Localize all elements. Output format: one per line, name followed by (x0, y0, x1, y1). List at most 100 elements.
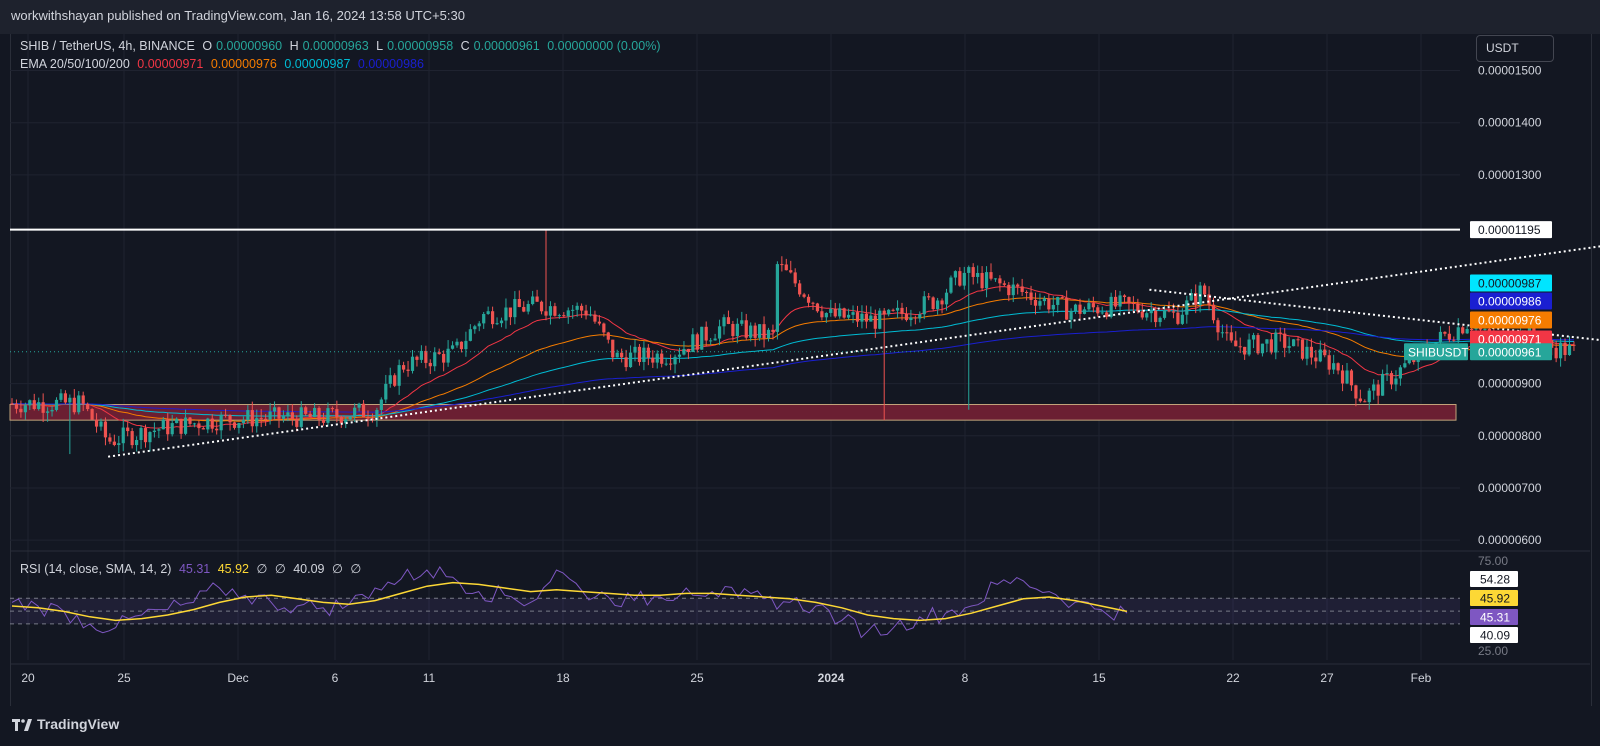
candle-body (1443, 331, 1447, 334)
candle-body (50, 409, 54, 412)
candle-body (419, 350, 423, 360)
tradingview-brand: TradingView (37, 716, 120, 732)
candle-body (526, 304, 530, 312)
candle-body (1158, 317, 1162, 323)
candle-body (1269, 339, 1273, 353)
candle-body (1056, 297, 1060, 305)
candle-body (1456, 327, 1460, 341)
candle-body (1394, 378, 1398, 385)
candle-body (1305, 346, 1309, 359)
candle-body (722, 317, 726, 327)
candle-body (1283, 333, 1287, 348)
candle-body (81, 395, 85, 404)
candle-body (895, 307, 900, 311)
candle-body (887, 309, 891, 315)
candle-body (1185, 300, 1189, 315)
candle-body (620, 352, 624, 358)
candle-body (1243, 346, 1247, 355)
time-tick-label: 8 (962, 671, 969, 685)
candle-body (735, 323, 739, 337)
candle-body (1345, 370, 1349, 384)
candle-body (366, 417, 370, 419)
candle-body (410, 356, 415, 371)
rsi-value-tag (1470, 609, 1518, 625)
candle-body (958, 271, 962, 286)
candle-body (1171, 311, 1176, 313)
candle-body (1078, 304, 1082, 314)
candle-body (1091, 303, 1095, 308)
ema-legend: EMA 20/50/100/200 0.00000971 0.00000976 … (20, 57, 428, 71)
open-label: O (202, 39, 213, 53)
price-tick-label: 0.00001400 (1478, 116, 1542, 130)
candle-body (1007, 284, 1011, 296)
candle-body (459, 341, 464, 350)
candle-body (655, 353, 659, 363)
candle-body (1131, 302, 1135, 304)
candle-body (32, 400, 36, 409)
tradingview-logo[interactable]: TradingView (12, 716, 119, 732)
candle-body (1051, 304, 1055, 310)
candle-body (499, 320, 504, 324)
rsi-value-tag-text: 45.31 (1480, 611, 1510, 625)
high-value: 0.00000963 (302, 39, 369, 53)
candle-body (695, 334, 699, 350)
candle-body (664, 363, 668, 365)
candle-body (1145, 313, 1149, 318)
candle-body (103, 421, 108, 438)
candle-body (686, 348, 690, 353)
high-label: H (289, 39, 299, 53)
candle-body (789, 270, 793, 273)
candle-body (46, 411, 50, 413)
candle-body (353, 407, 357, 417)
candle-body (68, 397, 72, 403)
low-value: 0.00000958 (387, 39, 454, 53)
price-tick-label: 0.00001500 (1478, 64, 1542, 78)
ema50-value: 0.00000976 (210, 57, 277, 71)
candle-body (1016, 284, 1020, 287)
candle-body (606, 332, 610, 340)
symbol-tag-label: SHIBUSDT (1408, 345, 1469, 359)
candle-body (143, 428, 148, 443)
candle-body (393, 375, 397, 386)
candle-body (1314, 357, 1318, 362)
candle-body (433, 352, 437, 367)
rsi-label: RSI (14, close, SMA, 14, 2) (20, 562, 172, 576)
candle-body (161, 419, 165, 430)
candle-body (1029, 292, 1033, 300)
drawing-lines (10, 228, 1600, 458)
candle-body (86, 403, 90, 410)
rsi-pane: 75.00 25.00 54.28 45.92 45.31 40.09 (10, 550, 1590, 658)
rsi-legend: RSI (14, close, SMA, 14, 2) 45.31 45.92 … (20, 561, 365, 576)
candle-body (660, 353, 664, 364)
candle-body (1109, 296, 1113, 317)
candle-body (922, 296, 926, 315)
published-text: workwithshayan published on TradingView.… (11, 8, 465, 23)
candle-body (971, 267, 975, 277)
candle-body (1207, 294, 1211, 305)
candle-body (112, 441, 116, 445)
candle-body (646, 347, 650, 358)
ema-50-line (11, 297, 1574, 422)
candle-body (1452, 339, 1456, 341)
candle-body (1238, 346, 1242, 348)
candle-body (873, 315, 877, 329)
candle-body (1256, 335, 1260, 354)
time-tick-label: 27 (1320, 671, 1334, 685)
change-value: 0.00000000 (0.00%) (547, 39, 661, 53)
candle-body (201, 428, 205, 430)
candle-body (993, 278, 998, 280)
currency-button[interactable]: USDT (1476, 35, 1554, 62)
candle-body (980, 272, 984, 289)
candle-body (237, 423, 241, 428)
price-tag-value: 0.00000961 (1478, 345, 1542, 359)
candle-body (117, 443, 121, 445)
candle-body (553, 306, 557, 316)
candle-body (1567, 344, 1572, 356)
candle-body (357, 403, 361, 408)
rsi-value-tag-text: 40.09 (1480, 629, 1510, 643)
candle-body (495, 323, 499, 325)
candle-body (246, 410, 250, 421)
candle-body (388, 375, 392, 384)
candle-body (1287, 346, 1291, 348)
